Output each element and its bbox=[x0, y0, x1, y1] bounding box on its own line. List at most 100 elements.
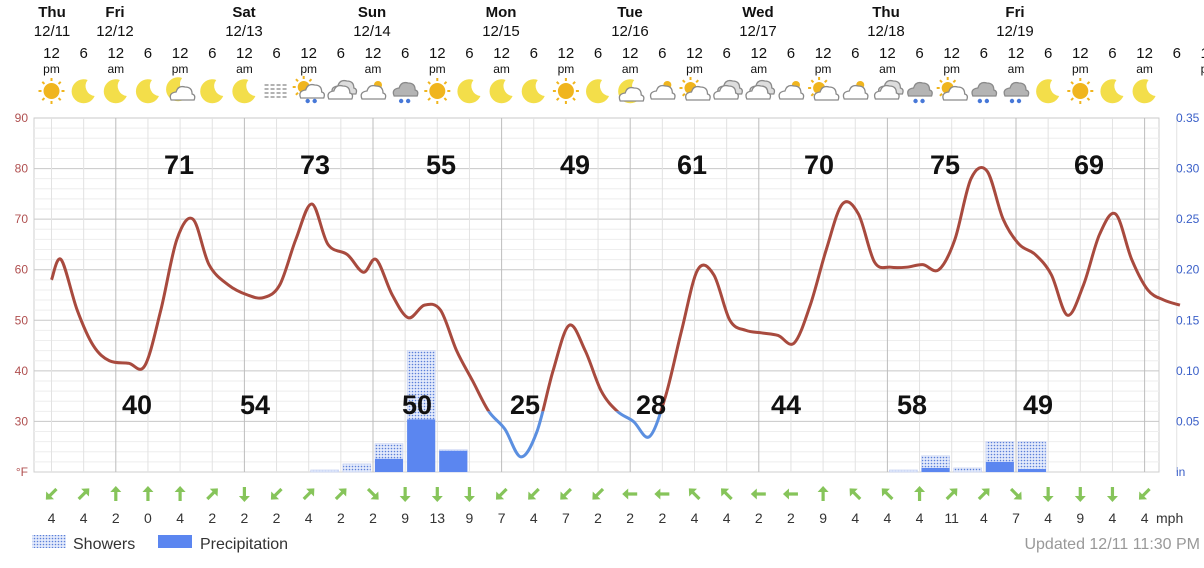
sun-ray bbox=[824, 79, 828, 84]
wind-arrow-icon bbox=[914, 486, 926, 501]
time-hour: 6 bbox=[658, 45, 666, 62]
rain-drop bbox=[398, 98, 404, 104]
partly-cloudy-sun-icon bbox=[679, 77, 711, 101]
time-ampm: pm bbox=[686, 62, 703, 76]
wind-arrow-icon bbox=[142, 486, 154, 501]
time-ampm: am bbox=[622, 62, 639, 76]
cloud-shape bbox=[971, 81, 998, 97]
time-hour: 12 bbox=[558, 45, 575, 62]
partly-cloudy-icon bbox=[649, 81, 676, 100]
y-right-tick: 0.25 bbox=[1176, 212, 1200, 226]
wind-speed: 2 bbox=[626, 510, 634, 526]
arrow-shape bbox=[399, 487, 411, 502]
time-hour: 6 bbox=[79, 45, 87, 62]
partly-cloudy-icon bbox=[778, 81, 805, 100]
time-ampm: pm bbox=[815, 62, 832, 76]
time-ampm: pm bbox=[43, 62, 60, 76]
time-hour: 12 bbox=[172, 45, 189, 62]
time-hour: 6 bbox=[465, 45, 473, 62]
arrow-shape bbox=[977, 488, 990, 501]
arrow-shape bbox=[849, 488, 862, 501]
arrow-shape bbox=[528, 487, 540, 500]
rain-drop bbox=[405, 98, 411, 104]
y-right-tick: 0.20 bbox=[1176, 263, 1200, 277]
arrow-shape bbox=[1074, 487, 1086, 502]
time-ampm: am bbox=[365, 62, 382, 76]
arrow-shape bbox=[750, 488, 766, 500]
rain-cloud-icon bbox=[392, 81, 419, 104]
arrow-shape bbox=[688, 488, 701, 501]
arrow-shape bbox=[431, 487, 443, 502]
arrow-shape bbox=[914, 486, 926, 501]
wind-speed: 4 bbox=[1141, 510, 1149, 526]
wind-arrow-icon bbox=[206, 488, 218, 501]
day-date: 12/11 bbox=[34, 23, 70, 40]
day-date: 12/18 bbox=[867, 23, 905, 40]
time-ampm: am bbox=[236, 62, 253, 76]
high-temp-label: 69 bbox=[1074, 150, 1104, 180]
wind-speed: 2 bbox=[112, 510, 120, 526]
time-ampm: pm bbox=[429, 62, 446, 76]
axes: 90 80 70 60 50 40 30 °F 0.35 0.30 0.25 0.20 0.15 0.10… bbox=[15, 111, 1200, 479]
rain-drop bbox=[305, 98, 310, 104]
wind-row: 4 4 2 0 4 2 2 2 4 2 2 9 13 9 7 4 7 2 2 2 4 4 2 2 9 4 4 4 11 4 7 4 9 4 4 mph bbox=[45, 486, 1183, 526]
wind-speed: 4 bbox=[80, 510, 88, 526]
moon-icon bbox=[1132, 79, 1156, 104]
wind-arrow-icon bbox=[720, 488, 733, 501]
wind-arrow-icon bbox=[1138, 487, 1151, 500]
sun-ray bbox=[295, 78, 299, 83]
day-name: Fri bbox=[105, 4, 124, 21]
cloud-shape bbox=[942, 85, 969, 101]
time-hour: 6 bbox=[851, 45, 859, 62]
day-name: Sat bbox=[232, 4, 255, 21]
wind-speed: 4 bbox=[48, 510, 56, 526]
time-hour: 12 bbox=[493, 45, 510, 62]
moon-icon bbox=[1100, 79, 1124, 104]
cloudy-moon-icon bbox=[618, 79, 645, 104]
temperature-line bbox=[50, 166, 1181, 459]
arrow-shape bbox=[817, 486, 829, 501]
partly-cloudy-night-icon bbox=[166, 77, 196, 102]
legend-showers-label: Showers bbox=[73, 536, 135, 553]
time-hour: 6 bbox=[1173, 45, 1181, 62]
high-temp-label: 71 bbox=[164, 150, 194, 180]
cloud-shape bbox=[778, 84, 805, 100]
cloud-shape bbox=[842, 84, 869, 100]
sun-ray bbox=[556, 81, 560, 85]
low-temp-label: 49 bbox=[1023, 390, 1053, 420]
cloud-shape bbox=[299, 83, 326, 99]
time-hour: 12 bbox=[622, 45, 639, 62]
showers-bar bbox=[889, 469, 918, 473]
legend-showers-swatch bbox=[32, 535, 66, 548]
wind-arrow-icon bbox=[270, 487, 283, 500]
time-hour: 6 bbox=[787, 45, 795, 62]
showers-bar bbox=[310, 469, 340, 473]
sun-ray bbox=[443, 81, 448, 85]
time-hour: 6 bbox=[401, 45, 409, 62]
wind-arrow-icon bbox=[77, 488, 90, 501]
legend-precipitation-label: Precipitation bbox=[200, 536, 288, 553]
sun-disc bbox=[1072, 83, 1089, 99]
y-left-tick: 50 bbox=[15, 313, 29, 327]
rain-drop bbox=[920, 98, 925, 104]
moon-shape bbox=[71, 79, 95, 104]
wind-arrow-icon bbox=[1074, 487, 1086, 502]
rain-cloud-icon bbox=[1003, 81, 1030, 104]
wind-speed: 4 bbox=[1044, 510, 1052, 526]
y-left-tick: 40 bbox=[15, 364, 29, 378]
moon-shape bbox=[103, 79, 127, 104]
low-temp-label: 50 bbox=[402, 390, 432, 420]
wind-speed: 9 bbox=[401, 510, 409, 526]
time-hour: 12 bbox=[1072, 45, 1089, 62]
wind-speed: 4 bbox=[723, 510, 731, 526]
arrow-shape bbox=[1042, 487, 1054, 502]
moon-icon bbox=[103, 79, 127, 104]
sun-ray bbox=[41, 81, 46, 85]
low-temp-label: 28 bbox=[636, 390, 666, 420]
time-hour: 6 bbox=[980, 45, 988, 62]
arrow-shape bbox=[206, 488, 218, 501]
high-temp-label: 55 bbox=[426, 150, 456, 180]
sun-ray bbox=[939, 92, 943, 97]
